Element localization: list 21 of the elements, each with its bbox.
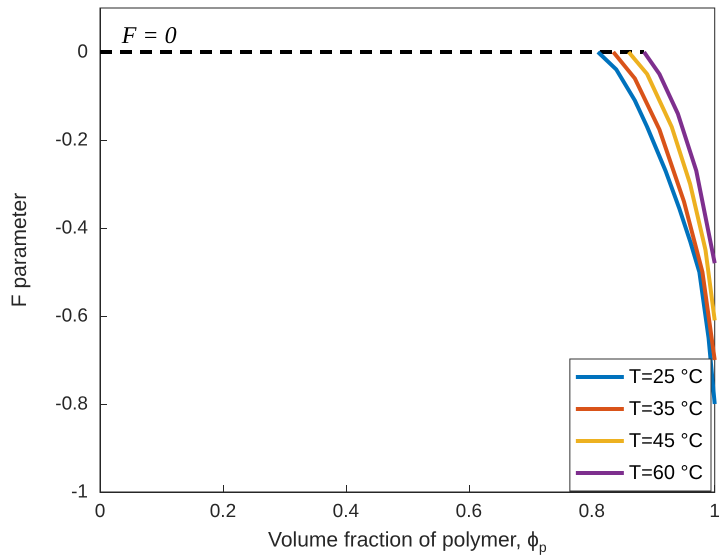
y-tick-label: -1 (71, 482, 88, 502)
y-tick-label: -0.6 (55, 306, 88, 326)
line-series (611, 50, 717, 362)
y-tick-label: 0 (77, 42, 88, 62)
annotation: F = 0 (120, 23, 177, 49)
legend-label: T=60 °C (628, 462, 703, 484)
x-tick-label: 1 (709, 501, 720, 522)
x-tick-label: 0.2 (210, 501, 236, 522)
legend-label: T=35 °C (628, 398, 703, 420)
y-tick-label: -0.8 (55, 394, 88, 414)
legend-label: T=25 °C (628, 366, 703, 388)
y-tick-label: -0.4 (55, 218, 88, 238)
legend-label: T=45 °C (628, 430, 703, 452)
y-tick-label: -0.2 (55, 130, 88, 150)
y-axis-title: F parameter (8, 192, 31, 308)
x-tick-label: 0 (94, 501, 106, 522)
line-series (642, 50, 717, 266)
x-tick-label: 0.4 (332, 501, 360, 522)
x-tick-label: 0.6 (456, 501, 482, 522)
x-tick-label: 0.8 (578, 501, 605, 522)
line-series (626, 50, 717, 322)
